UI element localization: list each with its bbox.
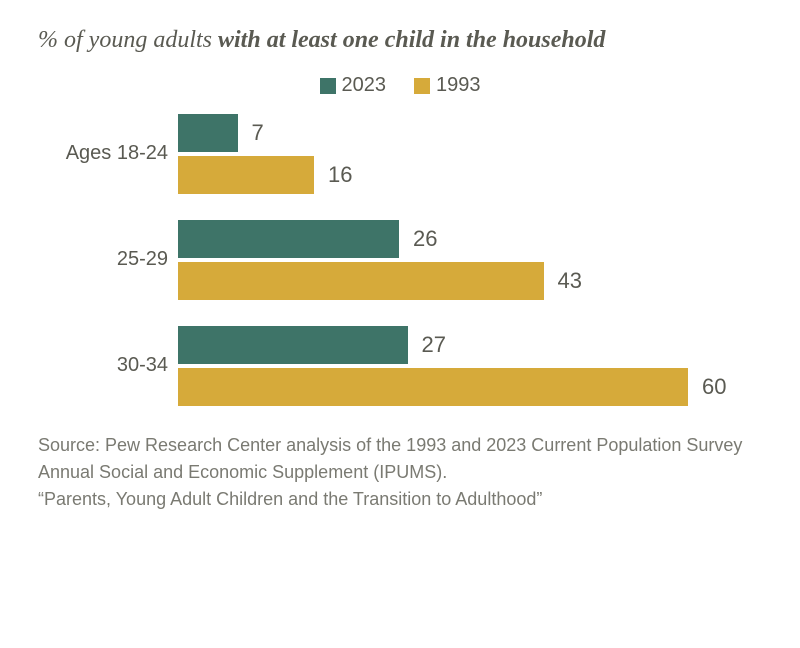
bar-row: 16 <box>178 156 762 194</box>
value-label: 7 <box>252 120 264 146</box>
chart-title-prefix: % of young adults <box>38 27 218 53</box>
chart-legend: 2023 1993 <box>38 74 762 100</box>
legend-label: 2023 <box>342 74 387 97</box>
bar-row: 60 <box>178 368 762 406</box>
category-label: Ages 18-24 <box>38 142 178 165</box>
bar-group: 25-29 26 43 <box>38 220 762 300</box>
bars: 27 60 <box>178 326 762 406</box>
bar-row: 27 <box>178 326 762 364</box>
value-label: 16 <box>328 162 352 188</box>
bar-row: 7 <box>178 114 762 152</box>
bar-row: 26 <box>178 220 762 258</box>
bar <box>178 262 544 300</box>
bar <box>178 368 688 406</box>
bars: 7 16 <box>178 114 762 194</box>
bar <box>178 326 408 364</box>
category-label: 30-34 <box>38 354 178 377</box>
bar <box>178 220 399 258</box>
bar <box>178 114 238 152</box>
bar-chart: Ages 18-24 7 16 25-29 26 43 30-34 27 60 <box>38 114 762 406</box>
bar <box>178 156 314 194</box>
legend-swatch <box>320 78 336 94</box>
value-label: 43 <box>558 268 582 294</box>
legend-swatch <box>414 78 430 94</box>
chart-source: Source: Pew Research Center analysis of … <box>38 432 762 513</box>
category-label: 25-29 <box>38 248 178 271</box>
chart-title: % of young adults with at least one chil… <box>38 24 762 56</box>
chart-title-bold: with at least one child in the household <box>218 27 605 53</box>
source-line: Source: Pew Research Center analysis of … <box>38 432 762 486</box>
bar-group: 30-34 27 60 <box>38 326 762 406</box>
bars: 26 43 <box>178 220 762 300</box>
source-line: “Parents, Young Adult Children and the T… <box>38 486 762 513</box>
chart-container: % of young adults with at least one chil… <box>0 0 800 533</box>
legend-item: 2023 <box>320 74 387 97</box>
legend-item: 1993 <box>414 74 481 97</box>
value-label: 27 <box>422 332 446 358</box>
bar-group: Ages 18-24 7 16 <box>38 114 762 194</box>
legend-label: 1993 <box>436 74 481 97</box>
value-label: 26 <box>413 226 437 252</box>
value-label: 60 <box>702 374 726 400</box>
bar-row: 43 <box>178 262 762 300</box>
